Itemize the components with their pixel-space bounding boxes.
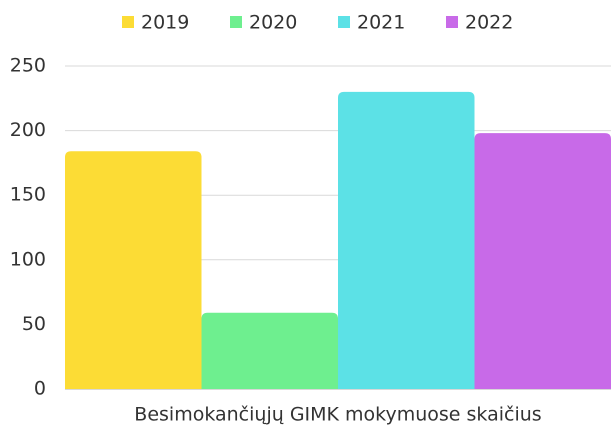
legend-label: 2019 <box>141 12 189 34</box>
bar <box>201 312 338 389</box>
legend-label: 2022 <box>465 12 513 34</box>
y-tick-label: 0 <box>34 378 46 400</box>
legend-swatch <box>230 16 242 28</box>
legend-swatch <box>446 16 458 28</box>
bar <box>474 133 611 389</box>
legend-swatch <box>338 16 350 28</box>
y-tick-label: 250 <box>10 55 46 77</box>
y-tick-label: 100 <box>10 248 46 270</box>
legend-label: 2021 <box>357 12 405 34</box>
legend-label: 2020 <box>249 12 297 34</box>
y-tick-label: 50 <box>22 313 46 335</box>
y-tick-label: 200 <box>10 119 46 141</box>
legend-swatch <box>122 16 134 28</box>
x-tick-label: Besimokančiųjų GIMK mokymuose skaičius <box>134 404 541 426</box>
y-tick-label: 150 <box>10 184 46 206</box>
bar <box>338 91 475 389</box>
bar <box>65 151 202 389</box>
